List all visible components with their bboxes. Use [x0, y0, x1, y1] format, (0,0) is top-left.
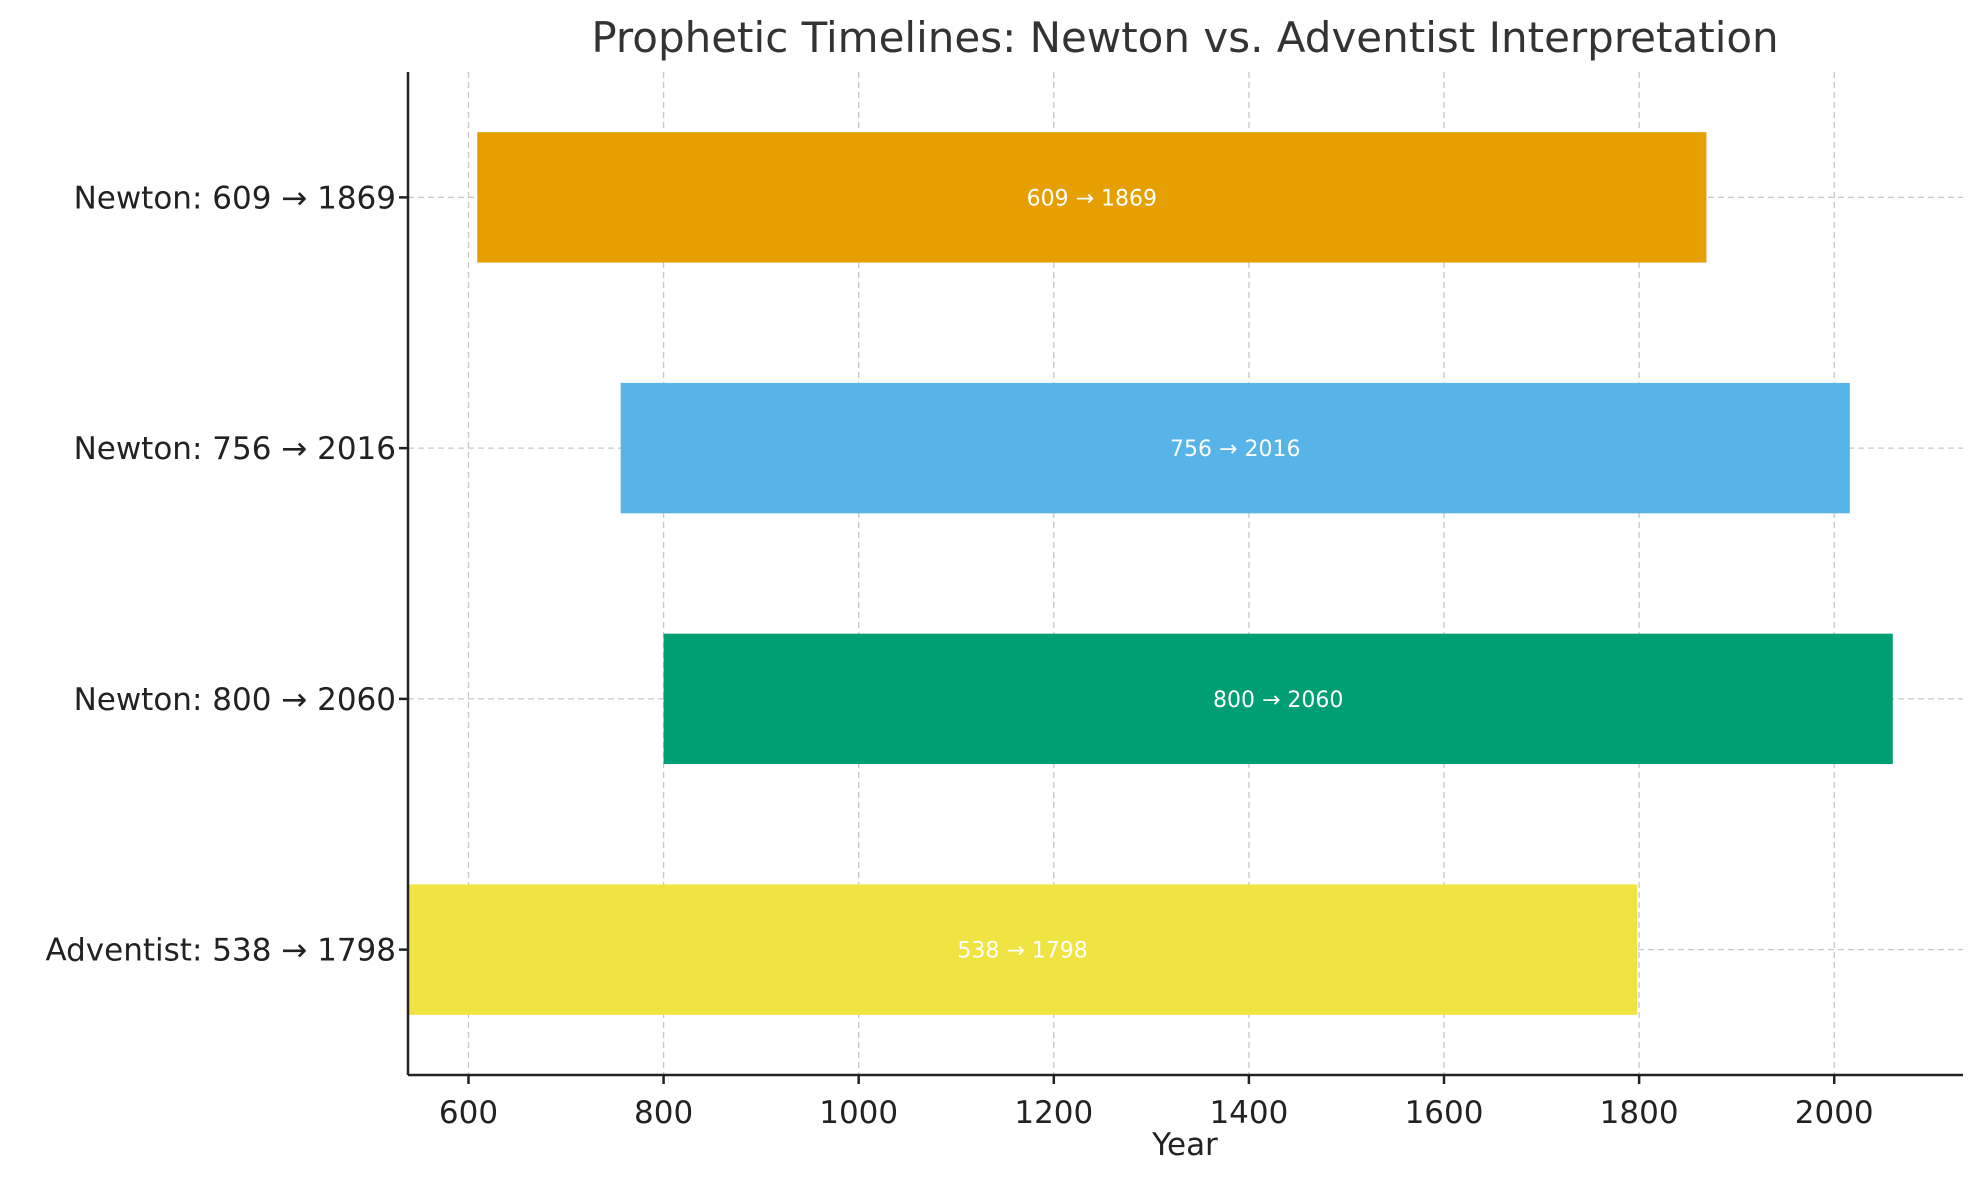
axes: 600 800 1000 1200 1400 1600 1800 2000 Newton: 60…: [45, 72, 1963, 1131]
x-tick-label: 1000: [819, 1095, 898, 1131]
bar-label: 609 → 1869: [1027, 186, 1157, 211]
timeline-bar: [408, 884, 1638, 1015]
y-tick-label: Newton: 756 → 2016: [74, 431, 396, 467]
x-axis-label: Year: [1151, 1127, 1218, 1163]
x-tick-label: 1200: [1014, 1095, 1093, 1131]
y-tick-label: Newton: 800 → 2060: [74, 682, 396, 718]
x-tick-label: 1800: [1600, 1095, 1679, 1131]
timeline-bar: [663, 633, 1893, 765]
x-tick-label: 1600: [1405, 1095, 1484, 1131]
bar-label: 538 → 1798: [957, 939, 1087, 964]
timeline-bar: [620, 382, 1850, 514]
x-tick-label: 1400: [1209, 1095, 1288, 1131]
bar-label: 756 → 2016: [1170, 437, 1300, 462]
chart-title: Prophetic Timelines: Newton vs. Adventis…: [591, 13, 1778, 62]
x-tick-label: 800: [634, 1095, 693, 1131]
bars: 609 → 1869 756 → 2016 800 → 2060 538 → 1798: [408, 132, 1893, 1015]
bar-label: 800 → 2060: [1213, 688, 1343, 713]
x-tick-label: 2000: [1795, 1095, 1874, 1131]
timeline-bar: [477, 132, 1707, 263]
x-tick-label: 600: [439, 1095, 498, 1131]
y-tick-label: Newton: 609 → 1869: [74, 180, 396, 216]
y-tick-label: Adventist: 538 → 1798: [45, 933, 396, 969]
